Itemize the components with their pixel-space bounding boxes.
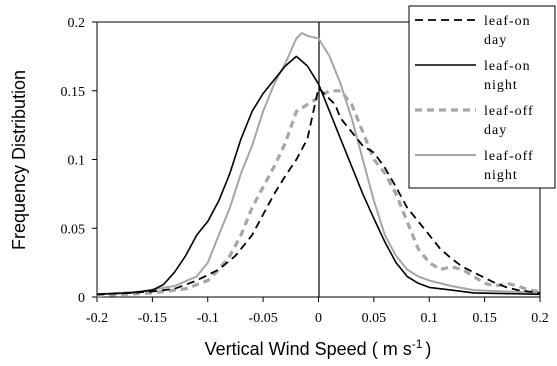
x-tick-label: 0.2 (531, 311, 549, 326)
x-axis-ticks: -0.2 -0.15 -0.1 -0.05 0 0.05 0.1 0.15 0.2 (86, 297, 549, 326)
series-line-leaf-on-night (96, 55, 541, 296)
y-axis-ticks: 0 0.05 0.1 0.15 0.2 (61, 16, 97, 306)
legend-label: leaf-on day (484, 14, 531, 48)
x-axis-title-close: ) (425, 339, 431, 359)
legend-label: leaf-off night (484, 149, 534, 183)
y-axis-title: Frequency Distribution (9, 70, 29, 250)
x-tick-label: 0 (315, 311, 322, 326)
legend-label: leaf-off day (484, 104, 534, 138)
x-axis-title: Vertical Wind Speed ( m s-1) (205, 337, 432, 359)
y-tick-label: 0.15 (61, 85, 86, 100)
y-tick-label: 0.2 (68, 16, 86, 31)
x-axis-title-superscript: -1 (412, 337, 423, 351)
x-tick-label: 0.15 (472, 311, 497, 326)
legend-box (408, 5, 556, 189)
x-tick-label: -0.05 (249, 311, 278, 326)
y-tick-label: 0 (78, 291, 85, 306)
legend-items: leaf-on day leaf-on night leaf-off day leaf-of… (415, 14, 534, 183)
x-tick-label: 0.05 (362, 311, 387, 326)
series-line-leaf-off-night (96, 32, 541, 296)
series-line-leaf-on-day (96, 87, 541, 296)
legend: leaf-on day leaf-on night leaf-off day leaf-of… (408, 5, 556, 189)
x-tick-label: 0.1 (421, 311, 439, 326)
x-tick-label: -0.1 (197, 311, 219, 326)
x-tick-label: -0.15 (138, 311, 167, 326)
series-line-leaf-off-day (96, 89, 541, 298)
y-tick-label: 0.1 (68, 154, 86, 169)
legend-label: leaf-on night (484, 59, 531, 93)
x-axis-title-main: Vertical Wind Speed ( m s (205, 339, 412, 359)
x-tick-label: -0.2 (86, 311, 108, 326)
series-lines (96, 32, 541, 298)
y-tick-label: 0.05 (61, 222, 86, 237)
